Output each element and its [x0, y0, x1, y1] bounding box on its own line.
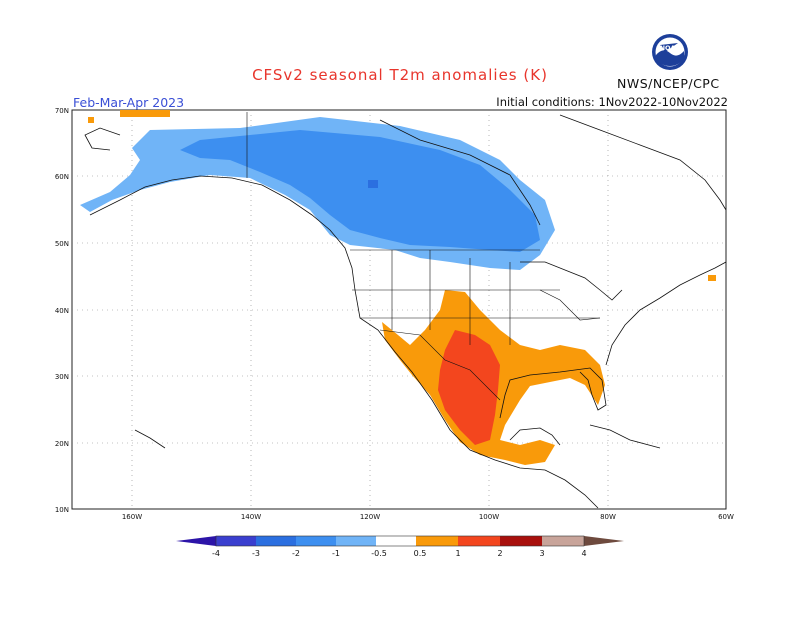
lat-label: 30N [55, 373, 69, 381]
graticule [72, 110, 726, 509]
lon-label: 120W [360, 513, 380, 521]
logo-text: NOAA [660, 44, 681, 52]
lat-label: 20N [55, 440, 69, 448]
cold-anomaly-region [80, 117, 555, 270]
warm-anomaly-region [88, 110, 716, 465]
map-title: CFSv2 seasonal T2m anomalies (K) [252, 66, 548, 84]
legend-label: 3 [539, 549, 544, 558]
lon-label: 60W [718, 513, 734, 521]
legend-swatch [176, 536, 216, 546]
legend-swatch [216, 536, 256, 546]
legend-label: -4 [212, 549, 220, 558]
color-legend: -4 -3 -2 -1 -0.5 0.5 1 2 3 4 [176, 535, 624, 558]
legend-swatch [500, 536, 542, 546]
legend-label: 0.5 [414, 549, 427, 558]
lon-label: 80W [600, 513, 616, 521]
lat-label: 40N [55, 307, 69, 315]
legend-swatch [296, 536, 336, 546]
legend-label: -0.5 [371, 549, 387, 558]
lon-label: 100W [479, 513, 499, 521]
lat-label: 10N [55, 506, 69, 514]
coastlines [84, 114, 727, 509]
legend-label: -1 [332, 549, 340, 558]
season-label: Feb-Mar-Apr 2023 [73, 95, 185, 110]
initial-conditions-label: Initial conditions: 1Nov2022-10Nov2022 [496, 95, 728, 109]
lon-label: 160W [122, 513, 142, 521]
agency-label: NWS/NCEP/CPC [617, 76, 720, 91]
lon-label: 140W [241, 513, 261, 521]
legend-swatch [256, 536, 296, 546]
lat-label: 50N [55, 240, 69, 248]
legend-label: -3 [252, 549, 260, 558]
legend-swatch [336, 536, 376, 546]
legend-swatch [584, 536, 624, 546]
political-borders [246, 112, 601, 401]
legend-swatch [542, 536, 584, 546]
legend-label: -2 [292, 549, 300, 558]
legend-label: 2 [497, 549, 502, 558]
legend-swatch [458, 536, 500, 546]
noaa-logo: NOAA [652, 34, 688, 70]
legend-swatch [376, 536, 416, 546]
latitude-labels: 70N 60N 50N 40N 30N 20N 10N [55, 107, 69, 514]
longitude-labels: 160W 140W 120W 100W 80W 60W [122, 513, 734, 521]
legend-label: 4 [581, 549, 586, 558]
legend-swatch [416, 536, 458, 546]
lat-label: 70N [55, 107, 69, 115]
legend-label: 1 [455, 549, 460, 558]
lat-label: 60N [55, 173, 69, 181]
